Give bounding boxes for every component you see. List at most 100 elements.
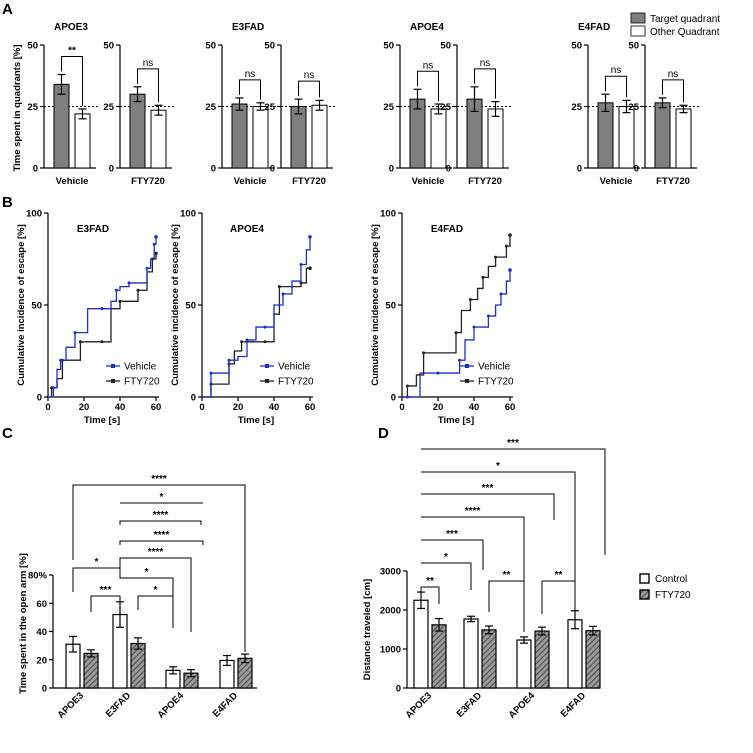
bar-target xyxy=(290,106,307,169)
legend-vehicle-marker xyxy=(111,364,115,368)
panel-label-b: B xyxy=(2,194,13,211)
y-tick-label-0: 0 xyxy=(634,164,639,175)
series-censor-marker xyxy=(481,275,485,279)
series-censor-marker xyxy=(100,307,104,311)
y-tick-label-1000: 1000 xyxy=(380,645,401,656)
bar-fty720-e4fad xyxy=(585,630,601,689)
x-label: FTY720 xyxy=(656,176,690,187)
series-censor-marker xyxy=(508,268,512,272)
bar-fty720-apoe3 xyxy=(83,652,99,689)
x-tick-label-apoe3: APOE3 xyxy=(404,690,435,721)
x-tick-label-20: 20 xyxy=(433,402,444,413)
sig-bracket-7-label: * xyxy=(496,461,500,472)
x-label: Vehicle xyxy=(600,176,633,187)
panel-a-ylabel-text: Time spent in quadrants [%] xyxy=(12,44,23,171)
bar-control-apoe4 xyxy=(516,639,532,689)
sig-bracket-label: ns xyxy=(668,69,679,80)
series-censor-marker xyxy=(114,288,118,292)
x-axis-label: Time [s] xyxy=(438,415,474,426)
x-tick-label-apoe4: APOE4 xyxy=(156,690,187,721)
legend-control-label: Control xyxy=(655,574,687,585)
panel-b-plot-e4fad: E4FAD 0 50 100 0 20 40 60 Time [s] Cumulative inc… xyxy=(370,209,515,427)
x-tick-label-e3fad: E3FAD xyxy=(455,690,485,720)
bar-other xyxy=(618,106,635,169)
legend-other-swatch xyxy=(630,25,646,37)
series-censor-marker xyxy=(118,299,122,303)
panel-b-plot-e3fad: E3FAD 0 50 100 0 20 40 60 Time [s] Cumulative inc… xyxy=(16,209,161,427)
x-tick-label-e4fad: E4FAD xyxy=(559,690,589,720)
sig-bracket-0-label: *** xyxy=(100,585,112,596)
series-censor-marker xyxy=(299,281,303,285)
bar-fty720-e3fad xyxy=(130,642,146,689)
x-tick-label-apoe3: APOE3 xyxy=(56,690,87,721)
legend-fty720-swatch xyxy=(639,589,650,600)
x-label: FTY720 xyxy=(292,176,326,187)
series-censor-marker xyxy=(458,358,462,362)
series-censor-marker xyxy=(127,281,131,285)
y-tick-label-20: 20 xyxy=(36,655,47,666)
panel-a-subplot-e4fad-fty720: 0 25 50 ns FTY720 xyxy=(628,41,701,187)
panel-b-charts: E3FAD 0 50 100 0 20 40 60 Time [s] Cumulative inc… xyxy=(16,209,515,427)
panel-b-plot-apoe4: APOE4 0 50 100 0 20 40 60 Time [s] Cumulative inc… xyxy=(170,209,315,427)
bar-other xyxy=(252,106,269,169)
panel-a-ylabel: Time spent in quadrants [%] xyxy=(12,44,23,171)
y-tick-label-25: 25 xyxy=(628,102,639,113)
panel-a-title-apoe3: APOE3 xyxy=(54,22,88,33)
series-censor-marker xyxy=(73,331,77,335)
x-label: FTY720 xyxy=(131,176,165,187)
y-tick-label-100: 100 xyxy=(380,209,396,220)
series-end-marker xyxy=(154,235,158,239)
series-censor-marker xyxy=(51,386,55,390)
bar-control-e3fad xyxy=(463,618,479,689)
sig-bracket-label: ns xyxy=(143,58,154,69)
sig-bracket-label: ns xyxy=(304,70,315,81)
legend-fty-label: FTY720 xyxy=(124,377,160,388)
legend-vehicle-marker xyxy=(465,364,469,368)
sig-bracket-label: ns xyxy=(611,65,622,76)
y-tick-label-100: 100 xyxy=(180,209,196,220)
sig-bracket-5-line xyxy=(421,516,525,625)
y-tick-label-0: 0 xyxy=(191,393,196,404)
bar-fty720-apoe3 xyxy=(431,624,447,689)
sig-bracket-3-line xyxy=(421,562,472,590)
series-censor-marker xyxy=(494,255,498,259)
sig-bracket-1-line xyxy=(137,595,174,612)
panel-a-title-e3fad: E3FAD xyxy=(232,22,264,33)
sig-bracket-3-label: * xyxy=(145,567,149,578)
sig-bracket-6-line xyxy=(421,493,555,520)
y-tick-label-50: 50 xyxy=(571,41,582,52)
x-label: Vehicle xyxy=(412,176,445,187)
x-tick-label-e4fad: E4FAD xyxy=(211,690,241,720)
sig-bracket-6-label: **** xyxy=(153,510,169,521)
y-tick-label-80: 80% xyxy=(28,571,48,582)
y-axis-label: Time spent in the open arm [%] xyxy=(18,553,29,694)
legend-fty-marker xyxy=(265,379,269,383)
y-tick-label-50: 50 xyxy=(383,41,394,52)
y-tick-label-50: 50 xyxy=(103,41,114,52)
y-tick-label-50: 50 xyxy=(205,41,216,52)
bar-other xyxy=(74,113,91,169)
sig-bracket-3-label: * xyxy=(444,552,448,563)
bar-target xyxy=(654,102,671,169)
series-censor-marker xyxy=(472,325,476,329)
panel-label-c: C xyxy=(2,425,13,442)
series-censor-marker xyxy=(308,266,312,270)
x-tick-label-60: 60 xyxy=(151,402,162,413)
plot-title: E3FAD xyxy=(77,224,109,235)
bar-target xyxy=(231,103,248,169)
panel-d-chart: 0 1000 2000 3000 Distance traveled [cm] APOE3… xyxy=(362,438,691,721)
sig-bracket-5-label: **** xyxy=(154,530,170,541)
panel-a-subplot-apoe4-vehicle: 0 25 50 ns Vehicle xyxy=(383,41,456,187)
sig-bracket-5-line xyxy=(119,540,204,545)
panel-label-d: D xyxy=(378,425,389,442)
series-censor-marker xyxy=(100,340,104,344)
series-censor-marker xyxy=(436,371,440,375)
y-tick-label-50: 50 xyxy=(385,301,396,312)
y-tick-label-40: 40 xyxy=(36,627,47,638)
panel-a-subplot-apoe3-fty720: 0 25 50 ns FTY720 xyxy=(103,41,176,187)
sig-bracket-line xyxy=(662,79,684,103)
x-tick-label-20: 20 xyxy=(233,402,244,413)
sig-bracket-8-label: **** xyxy=(151,474,167,485)
bar-other xyxy=(150,109,167,169)
